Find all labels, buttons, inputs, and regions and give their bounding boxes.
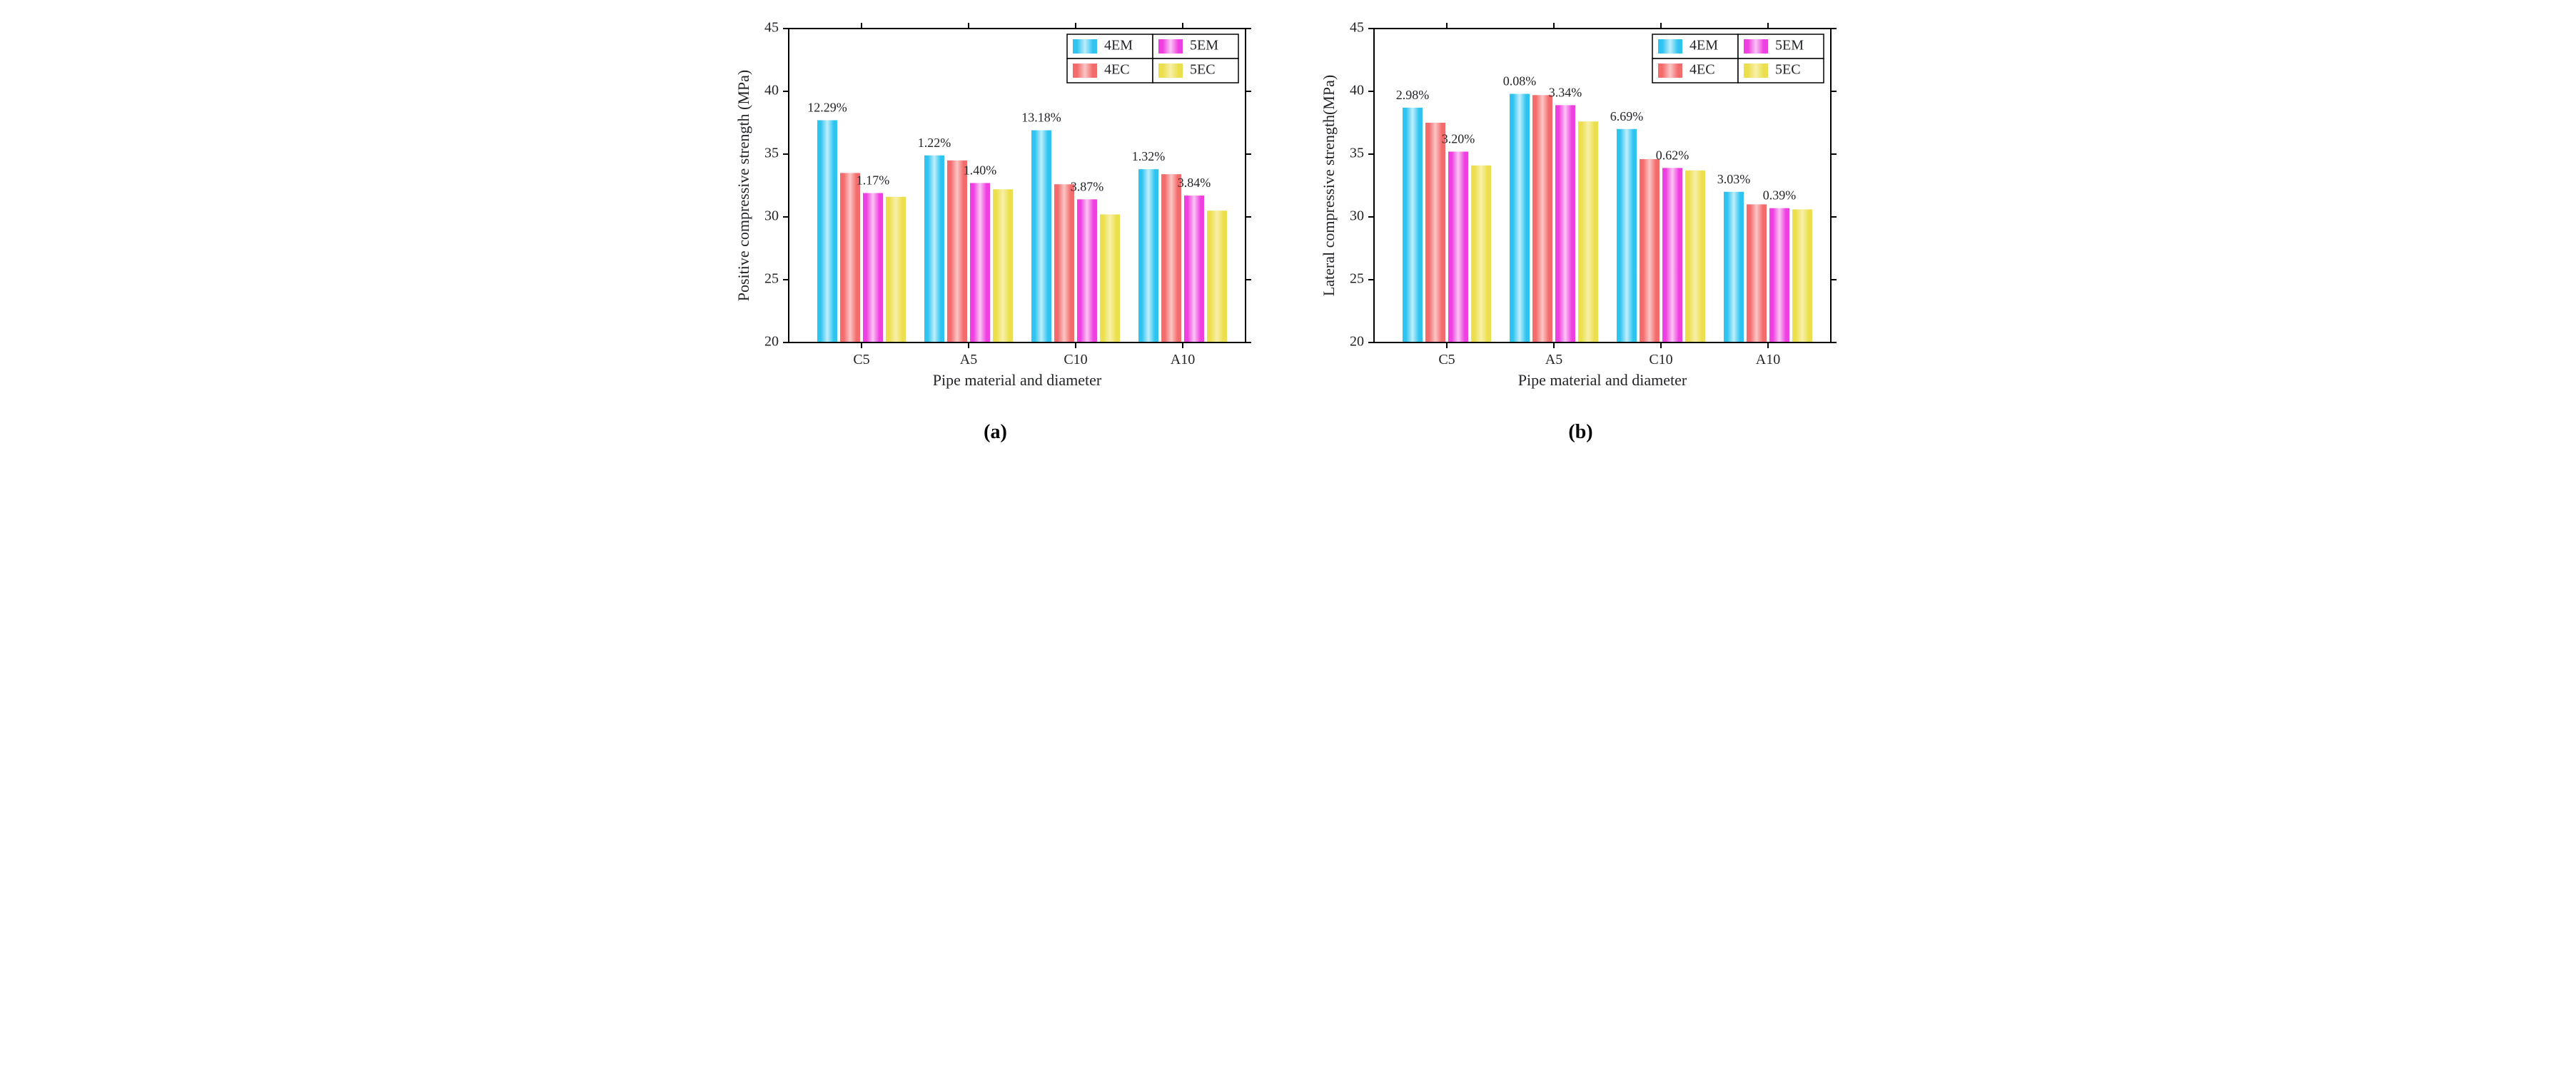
svg-text:40: 40 [1350,83,1364,98]
bar-4EC [947,161,967,342]
bar-4EC [1532,95,1552,342]
bar-percent-label: 3.84% [1177,176,1211,190]
bar-5EM [970,183,990,342]
bar-5EM [1662,168,1682,342]
svg-text:C10: C10 [1649,352,1672,367]
bar-4EC [1425,123,1445,342]
svg-text:C5: C5 [1438,352,1455,367]
y-axis-label: Positive compressive strength (MPa) [734,70,752,301]
legend-swatch [1073,64,1097,78]
bar-4EC [1161,174,1181,342]
bar-percent-label: 0.39% [1762,188,1796,203]
svg-text:20: 20 [764,334,779,350]
bar-4EM [817,120,837,342]
legend-label: 5EC [1190,62,1216,78]
bar-5EM [1448,151,1468,342]
svg-text:A10: A10 [1170,352,1194,367]
chart-a: 20 25 30 35 40 45 C5 12.29% 1.17% A5 1.22% 1.40% C10… [724,14,1267,414]
bar-4EC [1747,204,1767,342]
svg-text:30: 30 [1350,208,1364,224]
bar-percent-label: 3.34% [1548,85,1582,99]
bar-4EC [1640,159,1660,342]
bar-5EM [1769,208,1789,342]
bar-percent-label: 1.40% [963,163,996,177]
bar-percent-label: 1.22% [917,136,951,150]
bar-4EM [1617,129,1637,342]
bar-4EC [1054,184,1074,342]
svg-text:A5: A5 [1545,352,1562,367]
bar-percent-label: 6.69% [1610,109,1643,123]
legend-swatch [1158,39,1183,54]
legend-label: 4EM [1689,38,1718,54]
svg-text:40: 40 [764,83,779,98]
bar-percent-label: 13.18% [1021,111,1061,125]
legend-label: 5EM [1190,38,1218,54]
caption-a: (a) [984,421,1007,444]
svg-text:25: 25 [764,271,779,287]
bar-5EM [1555,105,1575,342]
bar-percent-label: 1.17% [856,173,889,188]
svg-text:35: 35 [764,146,779,161]
x-axis-label: Pipe material and diameter [1517,371,1687,389]
svg-text:C10: C10 [1064,352,1087,367]
bar-percent-label: 2.98% [1395,88,1429,102]
svg-text:45: 45 [764,20,779,36]
bar-percent-label: 3.87% [1070,179,1103,193]
legend-swatch [1658,39,1682,54]
bar-percent-label: 0.08% [1502,74,1536,88]
bar-4EM [1403,108,1423,342]
legend-label: 4EC [1104,62,1130,78]
panel-a: 20 25 30 35 40 45 C5 12.29% 1.17% A5 1.22% 1.40% C10… [724,14,1267,444]
legend-swatch [1658,64,1682,78]
svg-text:45: 45 [1350,20,1364,36]
legend-swatch [1073,39,1097,54]
caption-b: (b) [1568,421,1592,444]
bar-5EM [863,193,883,342]
bar-percent-label: 0.62% [1655,148,1689,162]
bar-5EC [1100,214,1120,342]
bar-5EM [1184,196,1204,342]
bar-percent-label: 3.03% [1717,172,1750,186]
bar-5EC [993,189,1013,342]
bar-5EC [1792,209,1812,342]
svg-text:A10: A10 [1755,352,1779,367]
bar-4EM [1031,131,1051,342]
bar-4EC [840,173,860,342]
legend-label: 5EC [1775,62,1801,78]
bar-percent-label: 12.29% [807,100,847,114]
legend-swatch [1744,39,1768,54]
bar-4EM [1138,169,1158,342]
bar-5EC [886,197,906,342]
bar-5EM [1077,199,1097,342]
bar-4EM [1724,192,1744,342]
bar-4EM [1510,94,1530,342]
legend-swatch [1744,64,1768,78]
legend-label: 5EM [1775,38,1804,54]
bar-5EC [1578,121,1598,342]
bar-5EC [1471,166,1491,342]
svg-text:A5: A5 [959,352,976,367]
legend-label: 4EC [1689,62,1715,78]
bar-5EC [1207,210,1227,342]
bar-percent-label: 1.32% [1131,149,1165,163]
y-axis-label: Lateral compressive strength(MPa) [1320,75,1338,296]
bar-percent-label: 3.20% [1441,131,1475,146]
svg-text:20: 20 [1350,334,1364,350]
chart-b: 20 25 30 35 40 45 C5 2.98% 3.20% A5 0.08% 3.34% C10 6… [1310,14,1852,414]
legend-label: 4EM [1104,38,1133,54]
legend-swatch [1158,64,1183,78]
panel-b: 20 25 30 35 40 45 C5 2.98% 3.20% A5 0.08% 3.34% C10 6… [1310,14,1852,444]
svg-text:35: 35 [1350,146,1364,161]
svg-text:C5: C5 [853,352,869,367]
bar-4EM [924,156,944,342]
svg-text:25: 25 [1350,271,1364,287]
bar-5EC [1685,171,1705,342]
x-axis-label: Pipe material and diameter [932,371,1101,389]
svg-text:30: 30 [764,208,779,224]
